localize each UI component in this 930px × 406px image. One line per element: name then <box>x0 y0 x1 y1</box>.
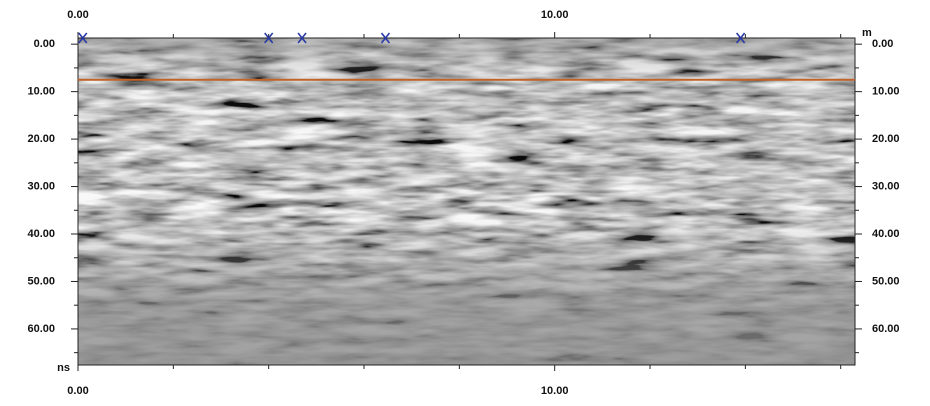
x-tick-label: 10.00 <box>541 385 569 397</box>
y-tick-label: 40.00 <box>27 228 55 240</box>
y-tick-label: 10.00 <box>872 86 900 98</box>
y-tick-label: 50.00 <box>27 275 55 287</box>
x-tick-label: 10.00 <box>541 9 569 21</box>
y-tick-label: 60.00 <box>27 323 55 335</box>
y-unit: ns <box>57 362 70 374</box>
x-tick-label: 0.00 <box>67 9 88 21</box>
y-tick-label: 20.00 <box>872 133 900 145</box>
event-marker <box>380 32 391 44</box>
y-tick-label: 10.00 <box>27 86 55 98</box>
plot-frame <box>77 37 856 366</box>
x-tick-label: 0.00 <box>67 385 88 397</box>
event-marker <box>264 32 274 44</box>
y-tick-label: 50.00 <box>872 275 900 287</box>
y-tick-label: 20.00 <box>27 133 55 145</box>
event-marker <box>297 32 307 44</box>
y-tick-label: 0.00 <box>34 38 55 50</box>
event-marker <box>78 32 88 44</box>
x-unit: m <box>862 27 872 39</box>
radar-image <box>78 38 855 365</box>
y-tick-label: 0.00 <box>872 38 893 50</box>
y-tick-label: 60.00 <box>872 323 900 335</box>
y-tick-label: 40.00 <box>872 228 900 240</box>
y-tick-label: 30.00 <box>872 180 900 192</box>
event-marker <box>735 32 746 44</box>
y-tick-label: 30.00 <box>27 180 55 192</box>
